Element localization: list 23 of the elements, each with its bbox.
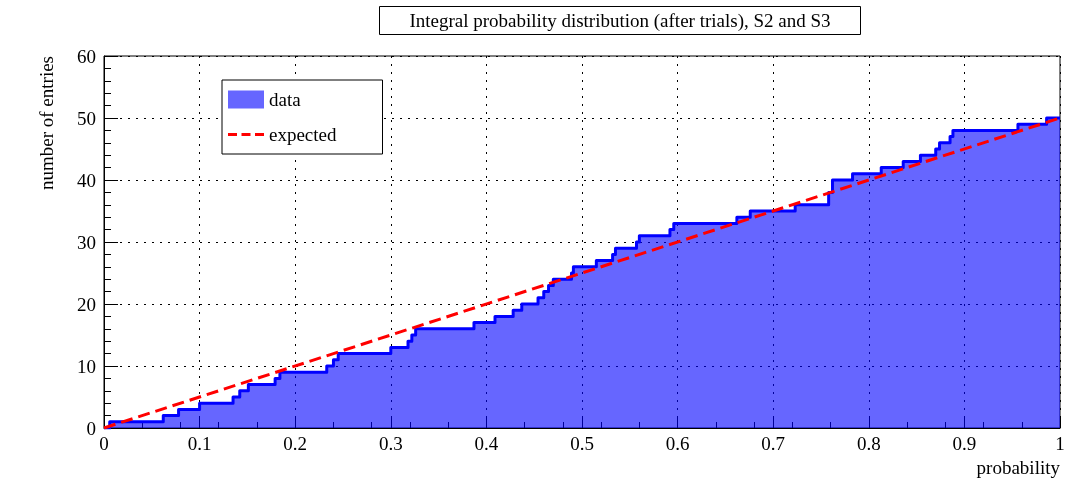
- x-tick-label: 0.9: [952, 433, 977, 454]
- x-tick-label: 0.3: [378, 433, 403, 454]
- y-axis-title: number of entries: [36, 56, 57, 191]
- y-tick-label: 10: [77, 355, 96, 377]
- legend-label: data: [269, 89, 302, 110]
- y-tick-label: 60: [77, 45, 96, 67]
- x-tick-label: 0.2: [283, 433, 308, 454]
- x-tick-label: 0.4: [474, 433, 499, 454]
- y-tick-label: 0: [86, 417, 96, 439]
- x-tick-label: 1: [1055, 433, 1065, 454]
- y-tick-label: 30: [77, 231, 96, 253]
- legend-label: expected: [269, 124, 338, 145]
- y-tick-label: 50: [77, 107, 96, 129]
- y-tick-label: 40: [77, 169, 96, 191]
- x-tick-label: 0.8: [856, 433, 881, 454]
- x-tick-label: 0.1: [187, 433, 212, 454]
- y-tick-label: 20: [77, 293, 96, 315]
- chart-title: Integral probability distribution (after trials), S2 and S3: [409, 10, 831, 32]
- x-tick-label: 0: [99, 433, 109, 454]
- x-tick-label: 0.5: [570, 433, 594, 454]
- x-tick-label: 0.7: [761, 433, 786, 454]
- x-tick-label: 0.6: [665, 433, 690, 454]
- x-axis-title: probability: [976, 457, 1061, 478]
